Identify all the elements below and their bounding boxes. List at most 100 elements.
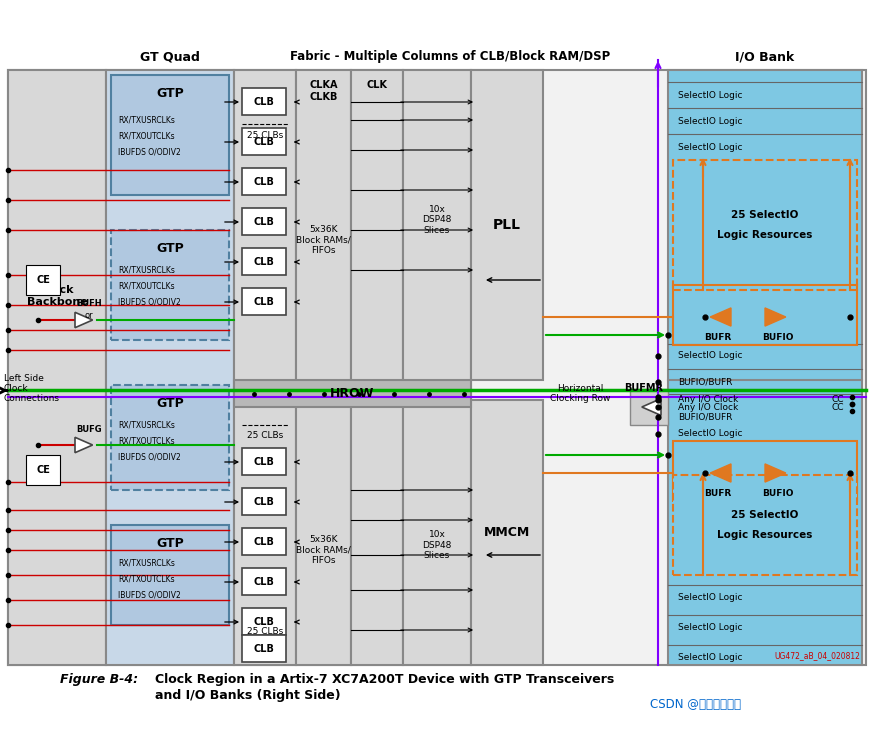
Text: 25 CLBs: 25 CLBs	[247, 431, 284, 439]
Bar	[668, 70, 862, 665]
Bar	[242, 208, 286, 235]
Polygon shape	[710, 308, 731, 326]
Text: Clock Region in a Artix-7 XC7A200T Device with GTP Transceivers: Clock Region in a Artix-7 XC7A200T Devic…	[155, 674, 614, 686]
Text: I/O Bank: I/O Bank	[735, 50, 794, 63]
Bar	[8, 70, 866, 665]
Bar	[673, 285, 857, 345]
Text: CLB: CLB	[254, 497, 275, 507]
Text: CLB: CLB	[254, 617, 275, 627]
Text: RX/TXOUTCLKs: RX/TXOUTCLKs	[118, 437, 175, 445]
Bar	[242, 168, 286, 195]
Text: CLB: CLB	[254, 457, 275, 467]
Bar	[8, 70, 106, 665]
Text: RX/TXUSRCLKs: RX/TXUSRCLKs	[118, 558, 175, 567]
Text: IBUFDS O/ODIV2: IBUFDS O/ODIV2	[118, 453, 181, 461]
Text: Horizontal
Clocking Row: Horizontal Clocking Row	[550, 384, 610, 403]
Text: CLB: CLB	[254, 217, 275, 227]
Text: MMCM: MMCM	[484, 526, 530, 539]
Text: CE: CE	[36, 275, 50, 285]
Polygon shape	[710, 464, 731, 482]
Bar	[242, 635, 286, 662]
Text: CC: CC	[832, 402, 844, 412]
Text: Left Side
Clock
Connections: Left Side Clock Connections	[4, 374, 60, 404]
Text: CLB: CLB	[254, 537, 275, 547]
Text: SelectIO Logic: SelectIO Logic	[678, 142, 743, 152]
Bar	[242, 528, 286, 555]
Text: BUFR: BUFR	[704, 488, 731, 498]
Text: CLB: CLB	[254, 577, 275, 587]
Text: Any I/O Clock: Any I/O Clock	[678, 396, 738, 404]
Bar	[234, 70, 296, 665]
Text: RX/TXUSRCLKs: RX/TXUSRCLKs	[118, 420, 175, 429]
Bar	[111, 230, 229, 340]
Text: BUFIO: BUFIO	[762, 488, 794, 498]
Text: CLB: CLB	[254, 137, 275, 147]
Bar	[111, 385, 229, 490]
Text: SelectIO Logic: SelectIO Logic	[678, 352, 743, 361]
Polygon shape	[641, 399, 661, 415]
Text: SelectIO Logic: SelectIO Logic	[678, 653, 743, 663]
Polygon shape	[765, 464, 786, 482]
Bar	[673, 441, 857, 501]
Text: IBUFDS O/ODIV2: IBUFDS O/ODIV2	[118, 591, 181, 599]
Text: and I/O Banks (Right Side): and I/O Banks (Right Side)	[155, 690, 340, 702]
Text: SelectIO Logic: SelectIO Logic	[678, 91, 743, 99]
Text: GTP: GTP	[156, 537, 184, 550]
Bar	[106, 70, 234, 665]
Bar	[242, 88, 286, 115]
Text: BUFIO/BUFR: BUFIO/BUFR	[678, 412, 732, 421]
Text: CE: CE	[36, 465, 50, 475]
Text: 25 CLBs: 25 CLBs	[247, 628, 284, 637]
Text: 25 SelectIO: 25 SelectIO	[732, 510, 799, 520]
Text: RX/TXUSRCLKs: RX/TXUSRCLKs	[118, 266, 175, 274]
Text: 25 CLBs: 25 CLBs	[247, 131, 284, 140]
Text: Logic Resources: Logic Resources	[718, 230, 813, 240]
Text: GTP: GTP	[156, 242, 184, 255]
Text: CLK: CLK	[367, 80, 388, 90]
Bar	[111, 75, 229, 195]
Bar	[403, 70, 471, 665]
Text: 5x36K
Block RAMs/
FIFOs: 5x36K Block RAMs/ FIFOs	[296, 535, 351, 565]
Bar	[296, 70, 351, 665]
Bar	[351, 70, 403, 665]
Text: CLB: CLB	[254, 297, 275, 307]
Text: 10x
DSP48
Slices: 10x DSP48 Slices	[423, 205, 452, 235]
Text: CLB: CLB	[254, 644, 275, 654]
Text: RX/TXOUTCLKs: RX/TXOUTCLKs	[118, 131, 175, 140]
Text: SelectIO Logic: SelectIO Logic	[678, 593, 743, 602]
Bar	[242, 568, 286, 595]
Bar	[242, 248, 286, 275]
Text: CC: CC	[832, 396, 844, 404]
Text: CLKA: CLKA	[309, 80, 338, 90]
Bar	[234, 380, 471, 407]
Text: SelectIO Logic: SelectIO Logic	[678, 429, 743, 439]
Text: Fabric - Multiple Columns of CLB/Block RAM/DSP: Fabric - Multiple Columns of CLB/Block R…	[290, 50, 610, 63]
Text: RX/TXOUTCLKs: RX/TXOUTCLKs	[118, 282, 175, 291]
Text: UG472_aB_04_020812: UG472_aB_04_020812	[774, 651, 860, 660]
Bar	[673, 160, 857, 290]
Bar	[471, 400, 543, 665]
Bar	[111, 525, 229, 625]
Text: CLB: CLB	[254, 257, 275, 267]
Text: SelectIO Logic: SelectIO Logic	[678, 623, 743, 632]
Text: 5x36K
Block RAMs/
FIFOs: 5x36K Block RAMs/ FIFOs	[296, 225, 351, 255]
Text: CSDN @千歌叹尽执夏: CSDN @千歌叹尽执夏	[650, 699, 741, 712]
Text: PLL: PLL	[493, 218, 521, 232]
Text: Clock
Backbone: Clock Backbone	[26, 285, 88, 307]
Text: 25 SelectIO: 25 SelectIO	[732, 210, 799, 220]
Text: CLKB: CLKB	[310, 92, 338, 102]
Text: or: or	[85, 310, 94, 320]
Bar	[673, 475, 857, 575]
Text: BUFMR: BUFMR	[624, 383, 663, 393]
Bar	[242, 488, 286, 515]
Text: GTP: GTP	[156, 397, 184, 410]
Text: Any I/O Clock: Any I/O Clock	[678, 402, 738, 412]
Text: RX/TXUSRCLKs: RX/TXUSRCLKs	[118, 115, 175, 125]
Text: BUFG: BUFG	[76, 425, 102, 434]
Text: HROW: HROW	[331, 387, 374, 400]
Polygon shape	[75, 437, 93, 453]
Text: 10x
DSP48
Slices: 10x DSP48 Slices	[423, 530, 452, 560]
Text: BUFR: BUFR	[704, 332, 731, 342]
Bar	[242, 288, 286, 315]
Bar	[242, 608, 286, 635]
